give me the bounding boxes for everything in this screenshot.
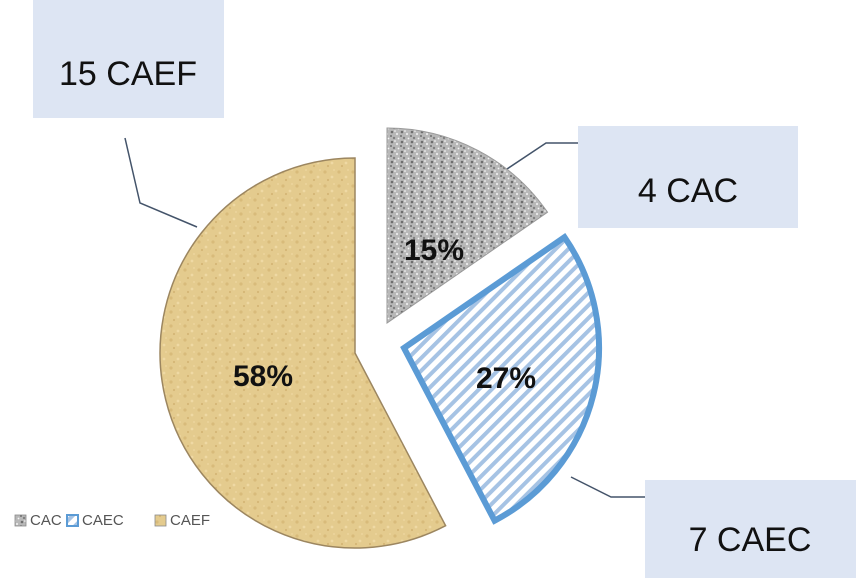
percent-label-caec: 27%	[476, 362, 536, 395]
percent-label-cac: 15%	[404, 234, 464, 267]
callout-text-cac: 4 CAC	[638, 172, 738, 210]
legend: CAC CAEC CAEF	[14, 512, 210, 529]
legend-label-caec: CAEC	[82, 512, 124, 529]
pie-slices	[159, 127, 602, 549]
leader-line-caec	[570, 476, 645, 498]
slice-caef	[159, 157, 447, 549]
callout-box-caec	[645, 480, 856, 578]
leader-line-caef	[124, 137, 198, 228]
slice-cac	[386, 127, 549, 324]
callout-text-caef: 15 CAEF	[59, 55, 197, 93]
callout-box-cac	[578, 126, 798, 228]
slice-caec	[400, 233, 602, 525]
callout-leader-lines	[124, 137, 645, 498]
legend-swatch-cac	[14, 514, 27, 527]
legend-label-cac: CAC	[30, 512, 62, 529]
legend-swatch-caec	[66, 514, 79, 527]
callout-boxes: 4 CAC 7 CAEC 15 CAEF	[33, 0, 856, 578]
legend-swatch-caef	[154, 514, 167, 527]
percent-label-caef: 58%	[233, 360, 293, 393]
legend-label-caef: CAEF	[170, 512, 210, 529]
callout-text-caec: 7 CAEC	[689, 521, 812, 559]
percent-labels: 15% 27% 58%	[233, 234, 536, 395]
leader-line-cac	[506, 142, 578, 170]
callout-box-caef	[33, 0, 224, 118]
